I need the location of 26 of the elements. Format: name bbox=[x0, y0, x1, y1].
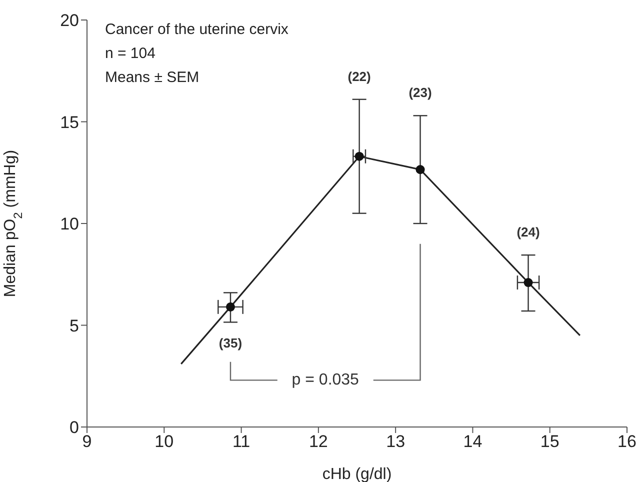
x-tick-label: 13 bbox=[386, 432, 406, 452]
annotation: Cancer of the uterine cervix bbox=[105, 21, 289, 38]
x-tick-label: 12 bbox=[308, 432, 328, 452]
annotation: Means ± SEM bbox=[105, 69, 200, 86]
y-tick-label: 15 bbox=[60, 112, 79, 132]
x-tick-label: 9 bbox=[82, 432, 92, 452]
x-tick-label: 16 bbox=[618, 432, 636, 452]
x-tick-label: 15 bbox=[540, 432, 560, 452]
x-axis-title: cHb (g/dl) bbox=[322, 466, 392, 482]
y-tick-label: 20 bbox=[60, 11, 79, 30]
annotation: n = 104 bbox=[105, 45, 156, 62]
annotation: (35) bbox=[218, 336, 242, 351]
point bbox=[354, 152, 364, 161]
point bbox=[416, 165, 425, 174]
y-tick-label: 10 bbox=[60, 214, 79, 234]
point bbox=[524, 278, 533, 288]
point bbox=[226, 302, 235, 312]
annotation: p = 0.035 bbox=[292, 371, 360, 388]
annotation: (24) bbox=[516, 224, 540, 240]
x-tick-label: 14 bbox=[463, 432, 482, 452]
y-tick-label: 5 bbox=[70, 316, 79, 336]
x-tick-label: 10 bbox=[154, 432, 174, 452]
annotation: (22) bbox=[348, 68, 371, 84]
y-tick-label: 0 bbox=[70, 418, 79, 438]
x-tick-label: 11 bbox=[232, 432, 250, 452]
annotation: (23) bbox=[408, 85, 432, 100]
